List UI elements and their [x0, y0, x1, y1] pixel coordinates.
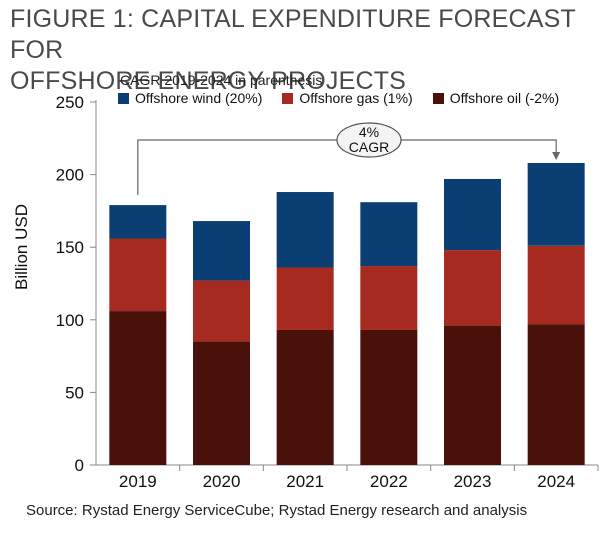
cagr-value: 4% [359, 124, 379, 140]
bar-oil-2020 [193, 341, 250, 465]
source-note: Source: Rystad Energy ServiceCube; Rysta… [26, 502, 528, 519]
bar-wind-2020 [193, 221, 250, 281]
x-tick-label-2024: 2024 [537, 472, 575, 491]
y-tick-label-0: 0 [75, 456, 84, 475]
legend-swatch-gas [282, 92, 294, 104]
y-tick-label-200: 200 [56, 166, 84, 185]
bar-wind-2023 [444, 178, 501, 251]
x-tick-label-2022: 2022 [370, 472, 408, 491]
bar-gas-2020 [193, 280, 250, 342]
cagr-bubble [336, 122, 402, 158]
bar-oil-2021 [276, 329, 334, 465]
chart-title: FIGURE 1: CAPITAL EXPENDITURE FORECAST F… [10, 4, 614, 97]
bar-gas-2023 [444, 250, 501, 326]
y-tick-label-50: 50 [65, 383, 84, 402]
cagr-arrowhead [552, 151, 561, 160]
bar-gas-2021 [276, 267, 334, 330]
legend-label-oil: Offshore oil (-2%) [449, 90, 560, 106]
bar-oil-2024 [527, 324, 585, 465]
x-tick-label-2020: 2020 [203, 472, 241, 491]
legend-label-wind: Offshore wind (20%) [135, 90, 263, 106]
legend-swatch-oil [432, 92, 444, 104]
bar-gas-2022 [360, 266, 418, 330]
x-tick-label-2021: 2021 [286, 472, 324, 491]
bar-oil-2022 [360, 329, 418, 465]
x-tick-label-2023: 2023 [454, 472, 492, 491]
bar-wind-2019 [109, 205, 167, 239]
bar-wind-2021 [276, 192, 334, 268]
bar-oil-2019 [109, 311, 167, 465]
y-tick-label-100: 100 [56, 311, 84, 330]
bar-wind-2024 [527, 162, 585, 246]
y-tick-label-150: 150 [56, 238, 84, 257]
legend-item-wind: Offshore wind (20%) [118, 90, 262, 106]
bar-gas-2019 [109, 238, 167, 312]
legend-label-gas: Offshore gas (1%) [299, 90, 413, 106]
x-tick-label-2019: 2019 [119, 472, 157, 491]
legend: Offshore wind (20%) Offshore gas (1%) Of… [118, 90, 559, 106]
chart-title-line1: FIGURE 1: CAPITAL EXPENDITURE FORECAST F… [10, 5, 576, 64]
cagr-label: CAGR [349, 139, 389, 155]
chart-subtitle: CAGR 2019-2024 in parenthesis [120, 72, 323, 88]
bar-wind-2022 [360, 202, 418, 267]
legend-swatch-wind [118, 92, 129, 104]
bar-gas-2024 [527, 245, 585, 325]
chart-title-line2: OFFSHORE ENERGY PROJECTS [10, 67, 407, 95]
legend-item-gas: Offshore gas (1%) [282, 90, 413, 106]
y-tick-label-250: 250 [56, 93, 84, 112]
bar-oil-2023 [444, 325, 501, 465]
legend-item-oil: Offshore oil (-2%) [432, 90, 560, 106]
